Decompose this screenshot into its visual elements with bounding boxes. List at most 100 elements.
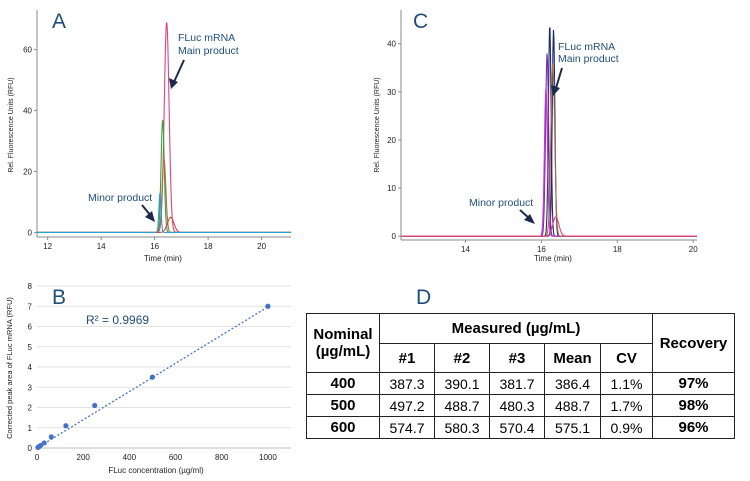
table-cell-recovery: 96% [652, 416, 735, 439]
chart-b-xlabel: FLuc concentration (µg/ml) [108, 466, 204, 475]
table-subheader-1: #1 [379, 343, 435, 373]
table-cell: 575.1 [544, 416, 601, 439]
x-tick-label: 12 [43, 242, 52, 251]
chart-a-xlabel: Time (min) [144, 254, 182, 263]
data-point [92, 402, 98, 409]
chart-b-points [35, 303, 271, 450]
table-cell: 488.7 [434, 394, 490, 417]
x-tick-label: 400 [123, 453, 137, 462]
data-point [37, 442, 44, 449]
table-header-measured: Measured (µg/mL) [379, 313, 653, 344]
y-tick-label: 30 [387, 88, 396, 97]
x-tick-label: 16 [537, 245, 546, 254]
y-tick-label: 40 [23, 107, 32, 116]
chart-a-annotation-main-line2: Main product [178, 45, 239, 57]
table-cell-recovery: 98% [652, 394, 735, 417]
x-tick-label: 200 [77, 453, 91, 462]
chart-a-ticks: 12 14 16 18 20 0 20 40 60 [23, 46, 266, 251]
y-tick-label: 60 [23, 46, 32, 55]
data-point [63, 423, 69, 429]
chart-a-annotation-minor: Minor product [88, 192, 152, 204]
table-cell: 390.1 [434, 372, 490, 395]
table-cell: 497.2 [379, 394, 435, 417]
table-cell: 0.9% [600, 416, 653, 439]
table-cell: 488.7 [544, 394, 601, 417]
y-tick-label: 10 [387, 184, 396, 193]
y-tick-label: 40 [387, 40, 396, 49]
table-cell: 386.4 [544, 372, 601, 395]
recovery-table: Nominal (µg/mL) Measured (µg/mL) Recover… [306, 313, 735, 439]
table-cell: 574.7 [379, 416, 435, 439]
chart-a-arrow-main [169, 59, 185, 89]
chart-b-fit-line [36, 306, 269, 449]
chart-c-arrow-main [551, 67, 563, 96]
y-tick-label: 3 [28, 383, 33, 392]
y-tick-label: 4 [28, 363, 33, 372]
panel-label-c: C [413, 10, 429, 33]
panel-label-d: D [416, 286, 432, 309]
table-cell-nominal: 600 [306, 416, 380, 439]
x-tick-label: 20 [257, 242, 266, 251]
table-subheader-mean: Mean [544, 343, 601, 373]
y-tick-label: 20 [23, 167, 32, 176]
chart-c-annotation-minor: Minor product [469, 197, 533, 209]
chart-a-ylabel: Rel. Fluorescence Units (RFU) [8, 77, 15, 172]
table-subheader-3: #3 [489, 343, 545, 373]
table-header-nominal: Nominal (µg/mL) [306, 313, 380, 373]
series-line [401, 216, 697, 237]
y-tick-label: 7 [28, 302, 33, 311]
y-tick-label: 1 [28, 424, 33, 433]
x-tick-label: 18 [204, 242, 213, 251]
chart-c-ticks: 14 16 18 20 0 10 20 30 40 [387, 40, 698, 254]
chart-a-grid [36, 10, 291, 238]
x-tick-label: 18 [613, 245, 622, 254]
series-line [37, 192, 291, 233]
chart-c-arrow-minor [519, 209, 535, 224]
y-tick-label: 0 [28, 228, 33, 237]
table-cell: 381.7 [489, 372, 545, 395]
chart-c-ylabel: Rel. Fluorescence Units (RFU) [374, 77, 381, 172]
y-tick-label: 8 [28, 282, 33, 291]
table-cell-recovery: 97% [652, 372, 735, 395]
panel-label-b: B [52, 286, 67, 309]
x-tick-label: 14 [97, 242, 106, 251]
x-tick-label: 1000 [259, 453, 277, 462]
y-tick-label: 6 [28, 323, 33, 332]
x-tick-label: 800 [215, 453, 229, 462]
y-tick-label: 5 [28, 343, 33, 352]
panel-label-a: A [52, 10, 67, 33]
x-tick-label: 16 [150, 242, 159, 251]
table-cell-nominal: 500 [306, 394, 380, 417]
table-cell: 570.4 [489, 416, 545, 439]
table-subheader-cv: CV [600, 343, 653, 373]
table-cell: 1.7% [600, 394, 653, 417]
table-cell: 580.3 [434, 416, 490, 439]
chart-c-xlabel: Time (min) [534, 254, 572, 263]
table-row: 500 497.2 488.7 480.3 488.7 1.7% 98% [306, 394, 735, 417]
trendline [36, 306, 269, 449]
x-tick-label: 0 [35, 453, 40, 462]
chart-a-annotation-main-line1: FLuc mRNA [178, 32, 235, 44]
table-subheader-2: #2 [434, 343, 490, 373]
chart-c-annotation-main-line2: Main product [558, 53, 619, 65]
y-tick-label: 2 [28, 404, 33, 413]
data-point [41, 440, 47, 446]
x-tick-label: 14 [461, 245, 470, 254]
table-cell: 387.3 [379, 372, 435, 395]
table-header-recovery: Recovery [652, 313, 735, 373]
chart-b-ylabel: Corrected peak area of FLuc mRNA (RFU) [5, 297, 14, 439]
x-tick-label: 20 [689, 245, 698, 254]
chart-a-arrow-minor [141, 204, 155, 222]
y-tick-label: 20 [387, 136, 396, 145]
table-cell-nominal: 400 [306, 372, 380, 395]
y-tick-label: 0 [28, 444, 33, 453]
chart-b-ticks: 0 1 2 3 4 5 6 7 8 0 200 400 600 800 1000 [28, 282, 278, 462]
chart-c-annotation-main-line1: FLuc mRNA [558, 41, 615, 53]
chart-b-r2: R² = 0.9969 [86, 313, 149, 327]
data-point [48, 434, 54, 440]
table-header-nominal-text: Nominal (µg/mL) [313, 326, 373, 360]
data-point [149, 374, 156, 380]
